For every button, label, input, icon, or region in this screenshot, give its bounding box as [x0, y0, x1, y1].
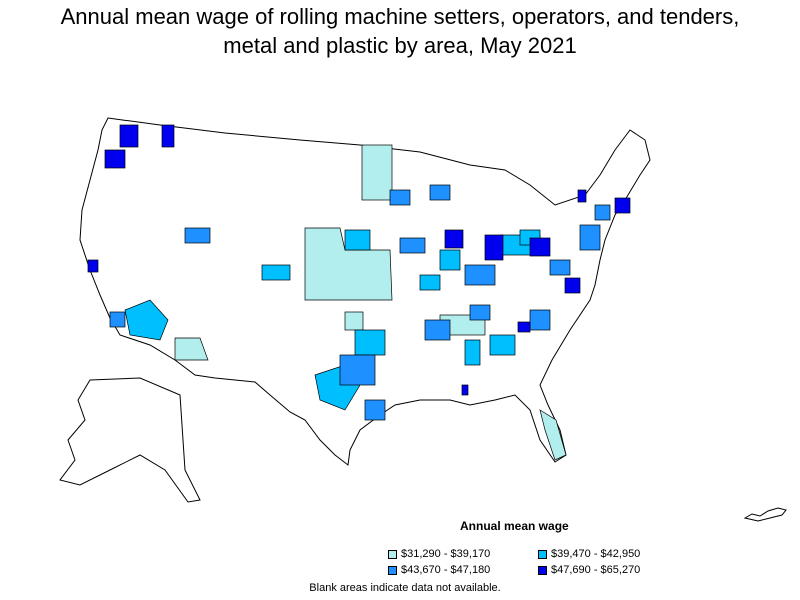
title-line-1: Annual mean wage of rolling machine sett…: [60, 4, 740, 29]
title-line-2: metal and plastic by area, May 2021: [223, 33, 577, 58]
area-tier-2: [439, 249, 461, 271]
area-tier-3: [594, 204, 611, 221]
legend-item: $39,470 - $42,950: [538, 548, 688, 560]
legend-label: $43,670 - $47,180: [401, 564, 491, 576]
area-tier-3: [429, 184, 451, 201]
area-tier-4: [444, 229, 464, 249]
areas-tier-4: [87, 124, 631, 396]
area-tier-4: [87, 259, 99, 273]
legend-swatch: [388, 549, 397, 559]
legend: $31,290 - $39,170 $39,470 - $42,950 $43,…: [388, 546, 708, 578]
area-tier-4: [104, 149, 126, 169]
area-tier-3: [364, 399, 386, 421]
area-tier-4: [614, 197, 631, 214]
area-tier-1: [344, 311, 364, 331]
area-tier-4: [161, 124, 175, 148]
legend-swatch: [538, 565, 547, 575]
area-tier-4: [564, 277, 581, 294]
legend-item: $43,670 - $47,180: [388, 564, 538, 576]
area-tier-4: [461, 384, 469, 396]
area-tier-2: [464, 339, 481, 366]
area-tier-2: [261, 264, 291, 281]
legend-label: $47,690 - $65,270: [551, 564, 641, 576]
area-tier-4: [577, 189, 587, 203]
area-tier-2: [124, 299, 169, 341]
area-tier-3: [549, 259, 571, 276]
areas-tier-1: [174, 144, 567, 461]
alaska-outline: [59, 377, 201, 503]
area-tier-4: [484, 234, 504, 261]
area-tier-3: [469, 304, 491, 321]
area-tier-1: [539, 409, 567, 461]
legend-swatch: [538, 549, 547, 559]
area-tier-3: [464, 264, 496, 286]
area-tier-3: [399, 237, 426, 254]
data-note: Blank areas indicate data not available.: [309, 582, 501, 594]
map-title: Annual mean wage of rolling machine sett…: [0, 2, 800, 60]
area-tier-4: [517, 321, 531, 333]
area-tier-3: [529, 309, 551, 331]
legend-item: $31,290 - $39,170: [388, 548, 538, 560]
area-tier-2: [419, 274, 441, 291]
area-tier-2: [489, 334, 516, 356]
area-tier-4: [119, 124, 139, 148]
area-tier-2: [344, 229, 371, 251]
legend-label: $39,470 - $42,950: [551, 548, 641, 560]
area-tier-1: [361, 144, 393, 201]
legend-item: $47,690 - $65,270: [538, 564, 688, 576]
area-tier-1: [174, 337, 209, 361]
area-tier-3: [389, 189, 411, 206]
area-tier-3: [579, 224, 601, 251]
area-tier-1: [304, 227, 393, 301]
area-tier-3: [339, 354, 376, 386]
area-tier-3: [109, 311, 126, 328]
area-tier-4: [529, 237, 551, 257]
area-tier-2: [354, 329, 386, 356]
area-tier-3: [424, 319, 451, 341]
legend-swatch: [388, 565, 397, 575]
hawaii-outline: [743, 507, 787, 522]
areas-tier-3: [109, 184, 611, 421]
legend-label: $31,290 - $39,170: [401, 548, 491, 560]
legend-title: Annual mean wage: [460, 519, 569, 533]
area-tier-3: [184, 227, 211, 244]
